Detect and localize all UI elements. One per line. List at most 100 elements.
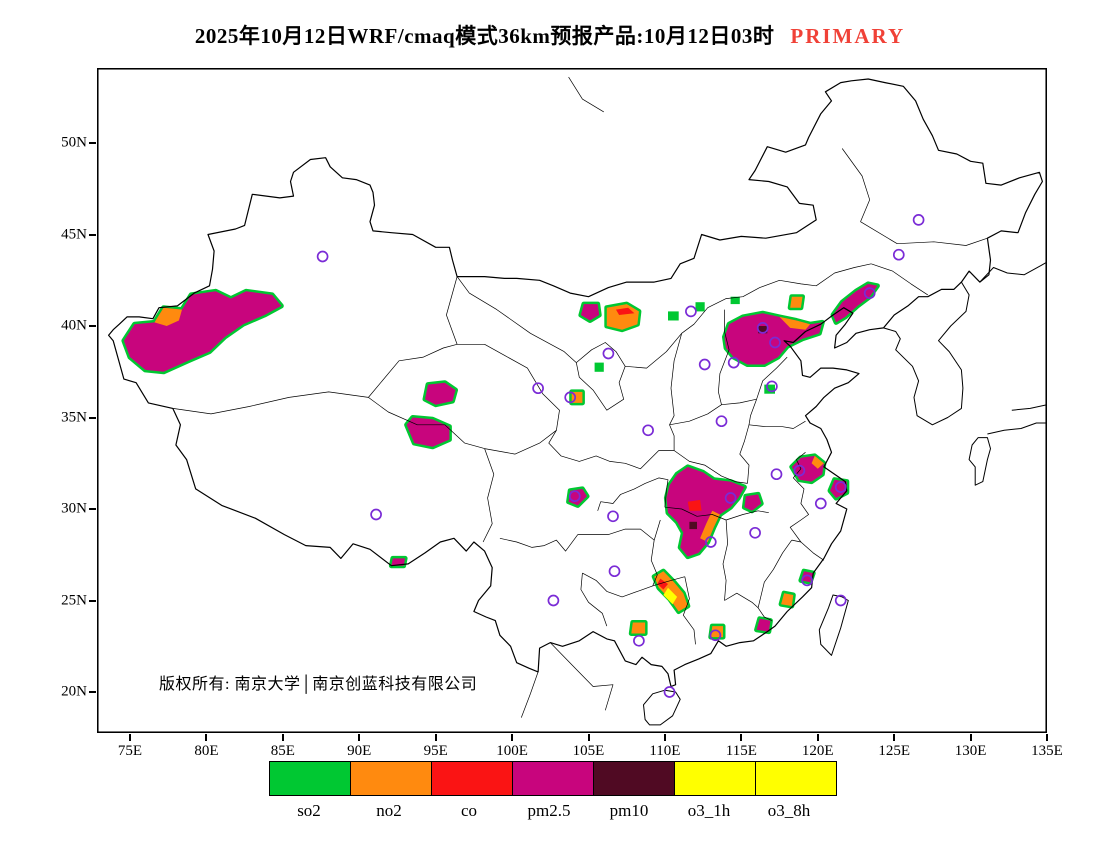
province-border bbox=[756, 356, 788, 400]
province-border bbox=[580, 573, 608, 627]
pollution-patch-orange bbox=[700, 510, 720, 542]
pollution-patch-magenta bbox=[754, 616, 773, 635]
pollution-patch-orange bbox=[778, 590, 796, 609]
coastline bbox=[643, 689, 681, 726]
y-tick-label: 25N bbox=[61, 592, 87, 608]
x-tick-label: 120E bbox=[801, 743, 834, 759]
province-border bbox=[650, 519, 661, 587]
pollution-patch-orange bbox=[604, 301, 642, 333]
x-tick bbox=[511, 734, 514, 741]
province-border bbox=[682, 576, 696, 645]
legend-swatch-co bbox=[431, 761, 513, 796]
x-tick-label: 110E bbox=[649, 743, 681, 759]
pollution-patch-orange bbox=[628, 620, 648, 636]
coastline bbox=[968, 437, 991, 486]
legend-swatch-o3-8h bbox=[755, 761, 837, 796]
city-marker bbox=[607, 510, 619, 523]
city-marker bbox=[709, 629, 722, 642]
province-border bbox=[368, 276, 458, 398]
coastline bbox=[979, 261, 1047, 283]
province-border bbox=[724, 592, 773, 621]
x-tick bbox=[205, 734, 208, 741]
x-tick bbox=[740, 734, 743, 741]
city-marker bbox=[801, 574, 813, 587]
province-border bbox=[673, 450, 748, 484]
x-tick bbox=[893, 734, 896, 741]
x-tick bbox=[587, 734, 590, 741]
y-tick bbox=[89, 325, 96, 328]
city-marker bbox=[564, 391, 577, 404]
province-border bbox=[800, 541, 825, 561]
city-marker bbox=[834, 481, 847, 493]
x-tick-label: 135E bbox=[1031, 743, 1063, 759]
city-marker bbox=[715, 415, 728, 428]
province-border bbox=[582, 572, 685, 598]
city-marker bbox=[756, 322, 769, 334]
province-border bbox=[457, 343, 560, 455]
x-tick-label: 115E bbox=[725, 743, 757, 759]
x-tick bbox=[969, 734, 972, 741]
legend-swatch-pm10 bbox=[593, 761, 675, 796]
city-marker bbox=[663, 686, 676, 698]
pollution-patch-orange bbox=[779, 316, 811, 330]
copyright-text: 版权所有: 南京大学│南京创蓝科技有限公司 bbox=[159, 676, 478, 693]
province-border bbox=[548, 430, 675, 470]
pollution-patch-magenta bbox=[830, 281, 880, 325]
city-marker bbox=[704, 536, 717, 548]
y-tick bbox=[89, 599, 96, 602]
legend-swatch-o3-1h bbox=[674, 761, 756, 796]
map-plot: 版权所有: 南京大学│南京创蓝科技有限公司 bbox=[97, 68, 1047, 733]
x-tick-label: 100E bbox=[496, 743, 528, 759]
colorbar bbox=[269, 761, 837, 796]
city-marker bbox=[602, 347, 615, 360]
y-tick-label: 20N bbox=[61, 683, 87, 700]
coastline bbox=[883, 281, 970, 426]
city-marker bbox=[766, 380, 778, 393]
province-border bbox=[368, 397, 485, 449]
x-tick bbox=[281, 734, 284, 741]
pollution-patch-green bbox=[764, 384, 775, 394]
pollution-patch-red bbox=[687, 499, 702, 511]
province-border bbox=[722, 519, 728, 601]
city-marker bbox=[685, 305, 697, 318]
page-title: 2025年10月12日WRF/cmaq模式36km预报产品:10月12日03时 P… bbox=[0, 20, 1100, 50]
province-border bbox=[550, 642, 614, 711]
pollution-patch-orange bbox=[787, 294, 805, 311]
city-marker bbox=[724, 492, 737, 504]
y-tick-label: 40N bbox=[61, 317, 87, 334]
pollution-patch-magenta bbox=[722, 310, 825, 367]
legend-swatch-so2 bbox=[269, 761, 351, 796]
city-marker bbox=[642, 424, 654, 437]
legend-label-so2: so2 bbox=[297, 801, 321, 820]
province-border bbox=[739, 424, 750, 484]
x-tick-label: 90E bbox=[347, 743, 372, 759]
province-border bbox=[871, 263, 928, 296]
pollution-patch-magenta bbox=[578, 301, 602, 323]
x-tick bbox=[1046, 734, 1048, 741]
city-marker bbox=[793, 464, 806, 477]
legend-label-pm10: pm10 bbox=[609, 801, 649, 820]
province-border bbox=[482, 448, 495, 543]
province-border bbox=[520, 671, 539, 718]
legend-label-pm25: pm2.5 bbox=[527, 801, 571, 820]
y-tick-label: 35N bbox=[61, 409, 87, 426]
pollution-patch-yellow bbox=[663, 587, 678, 605]
pollution-patch-magenta bbox=[121, 288, 284, 375]
pollution-patch-orange bbox=[811, 455, 824, 469]
x-tick bbox=[663, 734, 666, 741]
pollution-patch-green bbox=[695, 302, 705, 312]
pollution-patch-green bbox=[594, 362, 604, 372]
y-tick-label: 30N bbox=[61, 500, 87, 517]
city-marker bbox=[532, 382, 544, 395]
province-border bbox=[669, 424, 675, 451]
x-tick-label: 125E bbox=[878, 743, 910, 759]
legend-swatch-pm25 bbox=[512, 761, 594, 796]
map-canvas bbox=[97, 68, 1047, 733]
province-border bbox=[568, 76, 604, 113]
city-marker bbox=[568, 490, 581, 503]
pollution-patch-magenta bbox=[388, 555, 408, 569]
province-border bbox=[456, 276, 577, 363]
province-border bbox=[669, 398, 757, 426]
city-marker bbox=[834, 594, 847, 607]
province-border bbox=[757, 539, 793, 608]
